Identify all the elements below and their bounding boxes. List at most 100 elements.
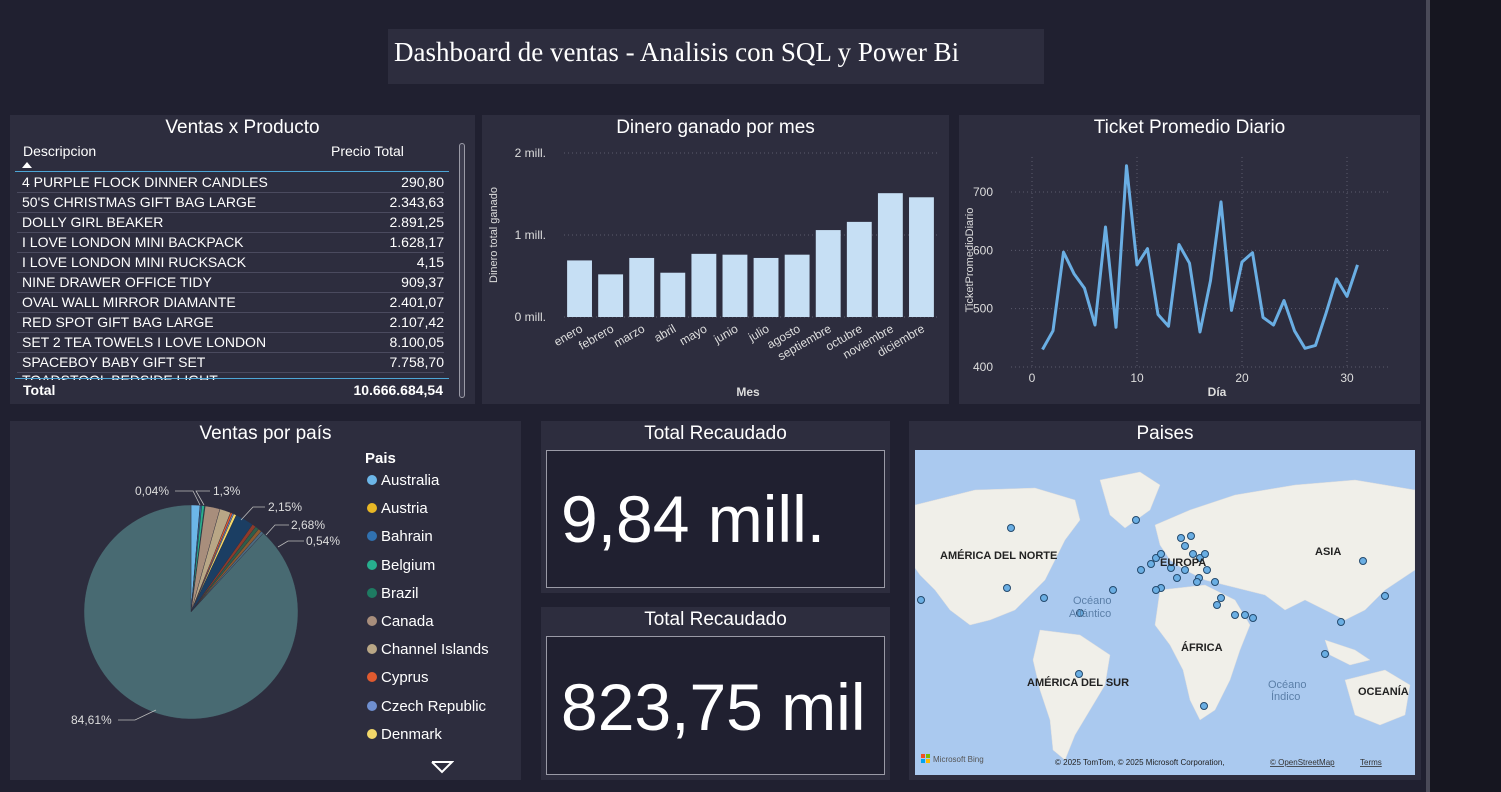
- table-row[interactable]: RED SPOT GIFT BAG LARGE 2.107,42: [17, 312, 444, 333]
- row-value: 2.343,63: [389, 194, 445, 210]
- legend-item-australia[interactable]: Australia: [367, 472, 439, 489]
- country-marker[interactable]: [1075, 670, 1083, 678]
- pie-data-label: 84,61%: [71, 713, 112, 727]
- country-marker[interactable]: [1211, 578, 1219, 586]
- country-marker[interactable]: [1231, 611, 1239, 619]
- bar-diciembre[interactable]: [909, 197, 934, 317]
- table-row[interactable]: 4 PURPLE FLOCK DINNER CANDLES 290,80: [17, 172, 444, 193]
- country-marker[interactable]: [1007, 524, 1015, 532]
- legend-item-canada[interactable]: Canada: [367, 613, 434, 630]
- table-row[interactable]: I LOVE LONDON MINI RUCKSACK 4,15: [17, 252, 444, 273]
- country-marker[interactable]: [1321, 650, 1329, 658]
- country-marker[interactable]: [1203, 566, 1211, 574]
- country-marker[interactable]: [1003, 584, 1011, 592]
- table-row[interactable]: DOLLY GIRL BEAKER 2.891,25: [17, 212, 444, 233]
- bar-enero[interactable]: [567, 260, 592, 317]
- terms-link[interactable]: Terms: [1360, 758, 1382, 767]
- legend-swatch: [367, 616, 377, 626]
- y-tick-label: 600: [973, 243, 993, 257]
- bar-agosto[interactable]: [784, 254, 810, 317]
- legend-item-czech-republic[interactable]: Czech Republic: [367, 698, 486, 715]
- country-marker[interactable]: [1109, 586, 1117, 594]
- map-canvas[interactable]: AMÉRICA DEL NORTE EUROPA ASIA Océano Atl…: [915, 450, 1415, 775]
- line-chart: 400 500 600 700 0 10 20 30 Día TicketPromedioDiar…: [964, 157, 1389, 399]
- legend-label: Austria: [381, 500, 428, 518]
- column-header-descripcion[interactable]: Descripcion: [23, 143, 97, 159]
- total-separator: [15, 378, 449, 379]
- bar-julio[interactable]: [753, 257, 779, 317]
- scrollbar-thumb[interactable]: [459, 143, 465, 398]
- country-marker[interactable]: [1241, 611, 1249, 619]
- x-tick-label: abril: [652, 321, 679, 344]
- country-marker[interactable]: [1167, 564, 1175, 572]
- map-label-asia: ASIA: [1315, 546, 1341, 558]
- bar-noviembre[interactable]: [877, 193, 903, 317]
- table-row[interactable]: NINE DRAWER OFFICE TIDY 909,37: [17, 272, 444, 293]
- map-label-oceania: OCEANÍA: [1358, 685, 1409, 698]
- country-marker[interactable]: [1217, 594, 1225, 602]
- daily-ticket-series-line[interactable]: [1041, 164, 1359, 351]
- country-marker[interactable]: [1181, 542, 1189, 550]
- table-row[interactable]: I LOVE LONDON MINI BACKPACK 1.628,17: [17, 232, 444, 253]
- legend-item-channel-islands[interactable]: Channel Islands: [367, 641, 489, 658]
- table-row[interactable]: 50'S CHRISTMAS GIFT BAG LARGE 2.343,63: [17, 192, 444, 213]
- country-marker[interactable]: [1040, 594, 1048, 602]
- bar-octubre[interactable]: [846, 221, 872, 317]
- country-marker[interactable]: [1187, 532, 1195, 540]
- country-marker[interactable]: [1137, 566, 1145, 574]
- row-value: 909,37: [401, 274, 444, 290]
- australia-landmass: [1344, 669, 1411, 726]
- dashboard-title-box: Dashboard de ventas - Analisis con SQL y…: [388, 29, 1044, 84]
- country-marker[interactable]: [1200, 702, 1208, 710]
- legend-item-austria[interactable]: Austria: [367, 500, 428, 517]
- bar-febrero[interactable]: [598, 274, 624, 317]
- bar-chart-title: Dinero ganado por mes: [616, 117, 815, 138]
- legend-item-denmark[interactable]: Denmark: [367, 726, 442, 743]
- country-marker[interactable]: [1152, 586, 1160, 594]
- country-marker[interactable]: [1213, 601, 1221, 609]
- country-marker[interactable]: [1181, 566, 1189, 574]
- country-marker[interactable]: [1173, 574, 1181, 582]
- country-marker[interactable]: [1147, 560, 1155, 568]
- sort-arrow-icon[interactable]: [22, 161, 32, 169]
- country-marker[interactable]: [1177, 534, 1185, 542]
- data-label-leader: [195, 490, 210, 506]
- map-label-atlantic-2: Atlántico: [1069, 608, 1111, 620]
- osm-link[interactable]: © OpenStreetMap: [1270, 758, 1335, 767]
- table-scrollbar[interactable]: [459, 143, 465, 398]
- country-marker[interactable]: [917, 596, 925, 604]
- bar-abril[interactable]: [660, 272, 686, 317]
- country-marker[interactable]: [1359, 557, 1367, 565]
- africa-landmass: [1154, 584, 1251, 721]
- country-marker[interactable]: [1193, 578, 1201, 586]
- country-marker[interactable]: [1189, 550, 1197, 558]
- table-row[interactable]: SPACEBOY BABY GIFT SET 7.758,70: [17, 352, 444, 373]
- legend-title: Pais: [365, 450, 396, 467]
- country-marker[interactable]: [1337, 618, 1345, 626]
- world-map[interactable]: AMÉRICA DEL NORTE EUROPA ASIA Océano Atl…: [915, 450, 1415, 775]
- legend-item-belgium[interactable]: Belgium: [367, 557, 435, 574]
- column-header-precio-total[interactable]: Precio Total: [331, 143, 404, 159]
- bing-logo: Microsoft Bing: [921, 754, 984, 764]
- country-marker[interactable]: [1157, 550, 1165, 558]
- country-marker[interactable]: [1076, 609, 1084, 617]
- line-chart-title: Ticket Promedio Diario: [1093, 117, 1286, 138]
- country-marker[interactable]: [1249, 614, 1257, 622]
- legend-item-bahrain[interactable]: Bahrain: [367, 528, 433, 545]
- table-row[interactable]: OVAL WALL MIRROR DIAMANTE 2.401,07: [17, 292, 444, 313]
- legend-item-cyprus[interactable]: Cyprus: [367, 669, 429, 686]
- bar-septiembre[interactable]: [815, 230, 841, 317]
- monthly-bar-chart-panel: Dinero ganado por mes 0 mill. 1 mill. 2 mi…: [482, 115, 949, 404]
- pie-chart: 0,04% 1,3% 2,15% 2,68% 0,54% 84,61%: [71, 484, 340, 727]
- legend-item-brazil[interactable]: Brazil: [367, 585, 419, 602]
- country-marker[interactable]: [1381, 592, 1389, 600]
- bar-mayo[interactable]: [691, 253, 717, 317]
- country-marker[interactable]: [1132, 516, 1140, 524]
- table-row[interactable]: SET 2 TEA TOWELS I LOVE LONDON 8.100,05: [17, 332, 444, 353]
- bar-marzo[interactable]: [629, 257, 655, 317]
- bar-junio[interactable]: [722, 254, 748, 317]
- pie-slice-other-15[interactable]: [83, 504, 299, 720]
- row-value: 290,80: [401, 174, 444, 190]
- country-marker[interactable]: [1201, 550, 1209, 558]
- legend-scroll-down-icon[interactable]: [430, 760, 454, 774]
